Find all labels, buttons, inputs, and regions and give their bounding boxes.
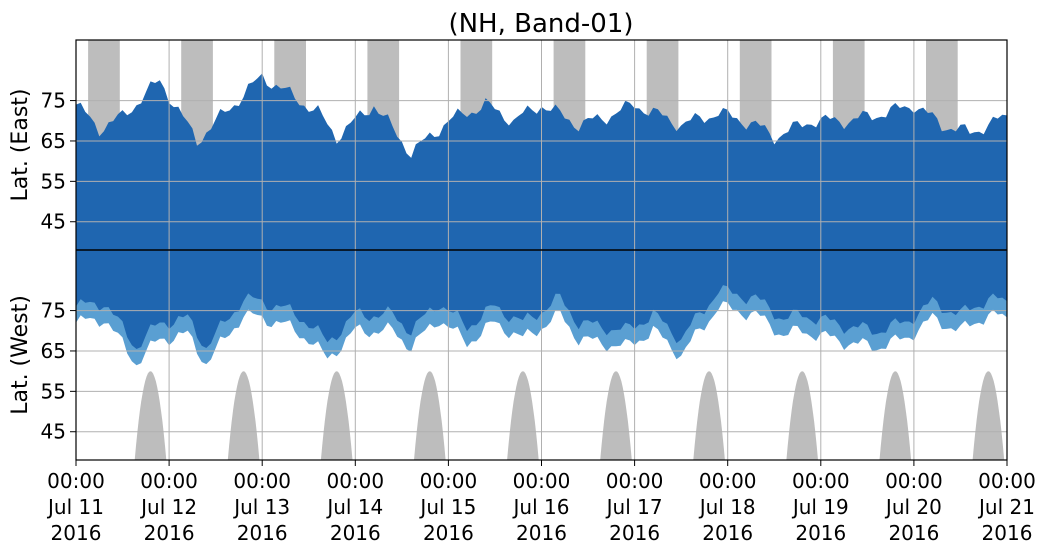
x-tick-label-time: 00:00 — [792, 469, 850, 493]
y-tick-label-west: 65 — [41, 339, 66, 363]
x-tick-label-year: 2016 — [702, 521, 753, 545]
daylight-lobe-west — [879, 371, 912, 460]
x-tick-label-date: Jul 11 — [46, 495, 104, 519]
x-tick-label-year: 2016 — [609, 521, 660, 545]
ylabel-west: Lat. (West) — [8, 295, 33, 415]
daylight-lobe-west — [786, 371, 818, 460]
daylight-lobe-west — [507, 371, 539, 460]
x-tick-label-year: 2016 — [144, 521, 195, 545]
x-tick-label-time: 00:00 — [606, 469, 664, 493]
x-tick-label-year: 2016 — [982, 521, 1033, 545]
daylight-lobe-west — [320, 371, 353, 460]
daylight-lobe-west — [414, 371, 446, 460]
x-tick-label-year: 2016 — [795, 521, 846, 545]
x-tick-label-time: 00:00 — [47, 469, 105, 493]
x-tick-label-date: Jul 12 — [139, 495, 197, 519]
x-tick-label-year: 2016 — [51, 521, 102, 545]
chart-title: (NH, Band-01) — [448, 9, 633, 39]
x-tick-label-date: Jul 16 — [512, 495, 570, 519]
daylight-lobe-west — [693, 371, 725, 460]
x-tick-label-year: 2016 — [423, 521, 474, 545]
y-tick-label-east: 55 — [41, 169, 66, 193]
x-tick-label-date: Jul 21 — [977, 495, 1035, 519]
x-tick-label-time: 00:00 — [326, 469, 384, 493]
grid-layer — [76, 40, 1007, 460]
x-tick-label-year: 2016 — [330, 521, 381, 545]
x-tick-label-date: Jul 19 — [791, 495, 849, 519]
x-tick-label-year: 2016 — [516, 521, 567, 545]
x-tick-label-time: 00:00 — [140, 469, 198, 493]
y-tick-label-east: 65 — [41, 129, 66, 153]
y-tick-label-west: 45 — [41, 420, 66, 444]
ylabel-east: Lat. (East) — [8, 89, 33, 202]
y-tick-label-west: 55 — [41, 379, 66, 403]
x-tick-label-date: Jul 17 — [605, 495, 663, 519]
x-tick-label-date: Jul 18 — [698, 495, 756, 519]
x-tick-label-date: Jul 14 — [325, 495, 383, 519]
y-tick-label-east: 45 — [41, 210, 66, 234]
daylight-lobe-west — [134, 371, 167, 460]
daylight-lobe-west — [972, 371, 1005, 460]
x-tick-label-date: Jul 20 — [884, 495, 942, 519]
x-tick-label-date: Jul 13 — [232, 495, 290, 519]
daylight-lobe-west — [227, 371, 260, 460]
y-tick-label-east: 75 — [41, 89, 66, 113]
x-tick-label-date: Jul 15 — [418, 495, 476, 519]
x-tick-label-time: 00:00 — [233, 469, 291, 493]
x-tick-label-time: 00:00 — [699, 469, 757, 493]
x-tick-label-time: 00:00 — [420, 469, 478, 493]
y-tick-label-west: 75 — [41, 299, 66, 323]
x-tick-label-year: 2016 — [888, 521, 939, 545]
x-tick-label-time: 00:00 — [885, 469, 943, 493]
x-tick-label-time: 00:00 — [513, 469, 571, 493]
x-tick-label-time: 00:00 — [978, 469, 1036, 493]
daylight-lobe-east — [181, 40, 213, 250]
x-tick-label-year: 2016 — [237, 521, 288, 545]
daylight-lobe-west — [600, 371, 632, 460]
